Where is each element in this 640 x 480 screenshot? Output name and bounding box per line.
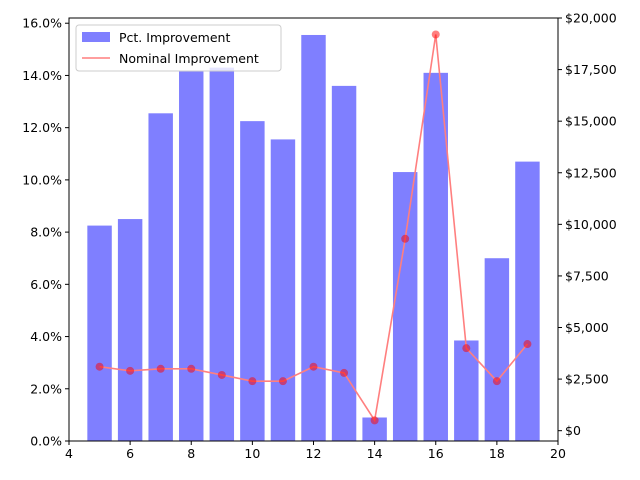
- x-tick-label: 12: [306, 446, 322, 461]
- y2-tick-label: $0: [565, 423, 581, 438]
- data-point: [523, 340, 532, 349]
- y-tick-label: 12.0%: [22, 120, 62, 135]
- y-tick-label: 8.0%: [30, 225, 62, 240]
- data-point: [492, 377, 501, 386]
- bar: [117, 219, 143, 441]
- data-point: [278, 377, 287, 386]
- bar: [179, 71, 204, 442]
- x-tick-label: 14: [367, 446, 383, 461]
- y-tick-label: 6.0%: [30, 277, 62, 292]
- bar: [301, 34, 326, 441]
- x-tick-label: 8: [187, 446, 195, 461]
- y2-tick-label: $2,500: [565, 372, 609, 387]
- data-point: [340, 368, 349, 377]
- y-tick-label: 16.0%: [22, 16, 62, 31]
- data-point: [126, 366, 135, 375]
- y2-tick-label: $15,000: [565, 114, 617, 129]
- bar: [148, 113, 173, 442]
- x-tick-label: 18: [489, 446, 505, 461]
- data-point: [401, 234, 410, 243]
- x-tick-label: 4: [65, 446, 73, 461]
- axes: 4 6 8 10 12 14 16 18 20 0.0% 2.0% 4.0% 6.0% 8.0% 10.0%…: [22, 11, 616, 462]
- bar: [87, 225, 112, 441]
- bar: [362, 417, 387, 441]
- y2-tick-label: $10,000: [565, 217, 617, 232]
- y-tick-label: 14.0%: [22, 68, 62, 83]
- y2-tick-label: $17,500: [565, 62, 617, 77]
- bar: [423, 72, 448, 441]
- bar: [240, 121, 265, 441]
- y-tick-label: 2.0%: [30, 381, 62, 396]
- data-point: [370, 416, 379, 425]
- y2-tick-label: $5,000: [565, 320, 609, 335]
- bar-series: [87, 34, 540, 442]
- legend-label: Pct. Improvement: [119, 30, 230, 45]
- x-tick-label: 16: [428, 446, 444, 461]
- y-tick-label: 10.0%: [22, 172, 62, 187]
- y2-tick-label: $12,500: [565, 165, 617, 180]
- x-tick-label: 6: [126, 446, 134, 461]
- bar: [392, 172, 418, 442]
- bar: [515, 161, 540, 441]
- legend-label: Nominal Improvement: [119, 51, 259, 66]
- legend-swatch-bar: [82, 32, 110, 42]
- y2-tick-label: $20,000: [565, 11, 617, 26]
- bar: [209, 67, 235, 441]
- data-point: [217, 370, 226, 379]
- y-tick-label: 4.0%: [30, 329, 62, 344]
- x-tick-label: 10: [244, 446, 260, 461]
- data-point: [187, 364, 196, 373]
- data-point: [156, 364, 165, 373]
- bar: [484, 258, 510, 441]
- bar: [270, 139, 296, 441]
- data-point: [248, 377, 257, 386]
- data-point: [431, 30, 440, 39]
- y-tick-label: 0.0%: [30, 434, 62, 449]
- legend-box: [75, 24, 282, 72]
- x-tick-label: 20: [550, 446, 566, 461]
- y2-tick-label: $7,500: [565, 268, 609, 283]
- data-point: [462, 344, 471, 353]
- line-series: [95, 30, 532, 425]
- bar: [331, 85, 357, 441]
- legend: Pct. Improvement Nominal Improvement: [75, 24, 282, 72]
- data-point: [95, 362, 104, 371]
- bar: [454, 340, 479, 441]
- data-point: [309, 362, 318, 371]
